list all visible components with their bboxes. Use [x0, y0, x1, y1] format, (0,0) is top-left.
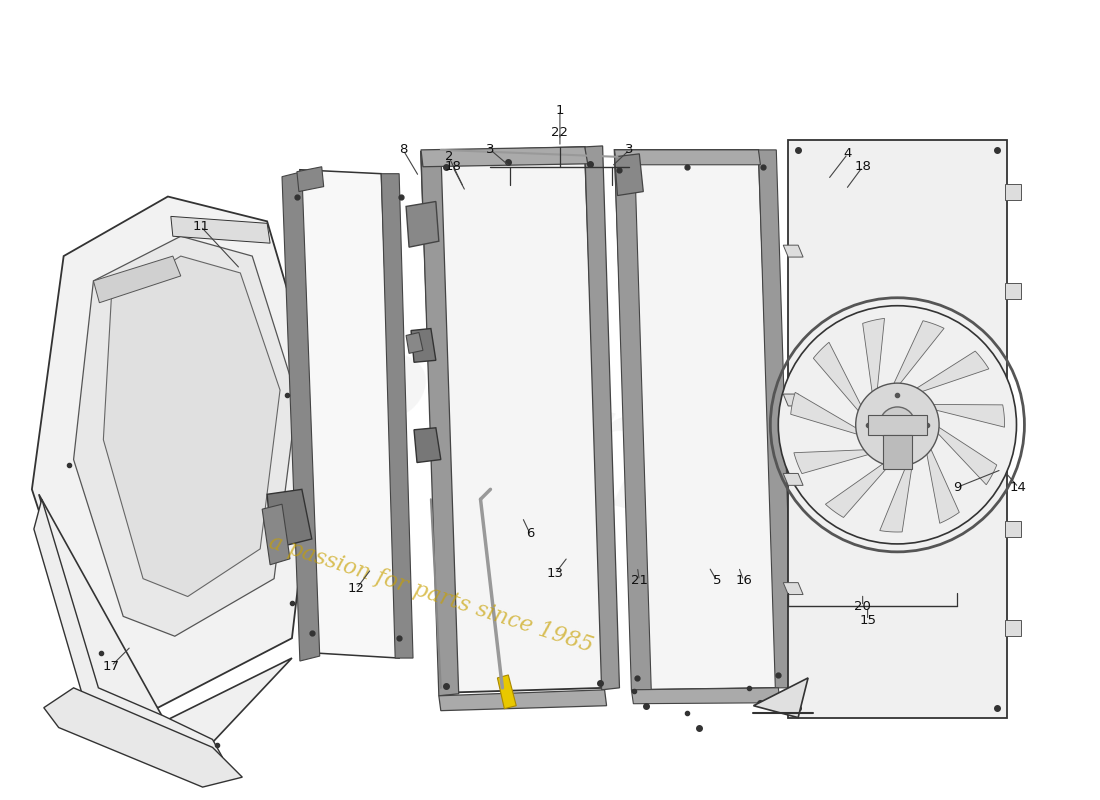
Polygon shape	[267, 490, 311, 547]
Polygon shape	[813, 342, 864, 414]
Text: eurocarparts: eurocarparts	[120, 263, 980, 597]
Polygon shape	[862, 318, 884, 396]
Polygon shape	[615, 154, 644, 195]
Polygon shape	[880, 459, 913, 532]
Polygon shape	[439, 690, 606, 710]
Polygon shape	[74, 236, 297, 636]
Text: 1: 1	[556, 104, 564, 117]
Polygon shape	[382, 174, 412, 658]
Polygon shape	[262, 504, 290, 565]
Polygon shape	[421, 147, 605, 693]
Polygon shape	[300, 170, 399, 658]
Polygon shape	[411, 329, 436, 362]
Polygon shape	[1004, 620, 1022, 636]
Polygon shape	[497, 675, 516, 709]
Polygon shape	[631, 688, 780, 704]
Text: 11: 11	[192, 220, 209, 233]
Text: 13: 13	[547, 567, 563, 580]
Polygon shape	[754, 678, 808, 718]
Polygon shape	[868, 415, 927, 434]
Polygon shape	[297, 166, 323, 191]
Text: 22: 22	[551, 126, 569, 138]
Polygon shape	[615, 150, 779, 690]
Polygon shape	[913, 351, 989, 393]
Text: 6: 6	[526, 527, 535, 541]
Text: 8: 8	[399, 143, 407, 156]
Circle shape	[779, 306, 1016, 544]
Polygon shape	[170, 216, 271, 243]
Polygon shape	[94, 256, 180, 302]
Text: 5: 5	[713, 574, 721, 587]
Text: 14: 14	[1010, 481, 1027, 494]
Text: 2: 2	[444, 150, 453, 163]
Polygon shape	[930, 405, 1004, 427]
Polygon shape	[103, 256, 280, 597]
Circle shape	[880, 407, 915, 442]
Polygon shape	[585, 146, 619, 690]
Polygon shape	[421, 147, 587, 166]
Polygon shape	[892, 321, 944, 387]
Text: 12: 12	[348, 582, 365, 595]
Polygon shape	[44, 688, 242, 787]
Text: 20: 20	[855, 600, 871, 613]
Polygon shape	[791, 392, 861, 435]
Polygon shape	[34, 499, 222, 758]
Polygon shape	[926, 446, 959, 523]
Polygon shape	[282, 172, 320, 661]
Polygon shape	[758, 150, 793, 688]
Text: 3: 3	[625, 143, 634, 156]
Polygon shape	[421, 150, 459, 696]
Text: a passion for parts since 1985: a passion for parts since 1985	[266, 530, 596, 657]
Polygon shape	[615, 150, 760, 165]
Text: 21: 21	[630, 574, 648, 587]
Polygon shape	[414, 428, 441, 462]
Text: 3: 3	[486, 143, 495, 156]
Polygon shape	[39, 494, 292, 742]
Polygon shape	[794, 450, 872, 474]
Text: 17: 17	[102, 659, 120, 673]
Text: 16: 16	[735, 574, 752, 587]
Polygon shape	[882, 434, 912, 470]
Text: 18: 18	[855, 160, 871, 174]
Text: 4: 4	[844, 147, 852, 160]
Text: 9: 9	[953, 481, 961, 494]
Polygon shape	[406, 333, 424, 354]
Polygon shape	[406, 202, 439, 247]
Polygon shape	[789, 140, 1006, 718]
Polygon shape	[783, 582, 803, 594]
Text: 18: 18	[444, 160, 461, 174]
Circle shape	[856, 383, 939, 466]
Polygon shape	[615, 150, 651, 690]
Text: 15: 15	[859, 614, 876, 627]
Polygon shape	[935, 425, 997, 485]
Polygon shape	[1004, 283, 1022, 298]
Polygon shape	[1004, 184, 1022, 199]
Polygon shape	[783, 394, 803, 406]
Polygon shape	[783, 245, 803, 257]
Polygon shape	[825, 461, 892, 518]
Polygon shape	[783, 474, 803, 486]
Polygon shape	[1004, 521, 1022, 537]
Polygon shape	[32, 197, 320, 708]
